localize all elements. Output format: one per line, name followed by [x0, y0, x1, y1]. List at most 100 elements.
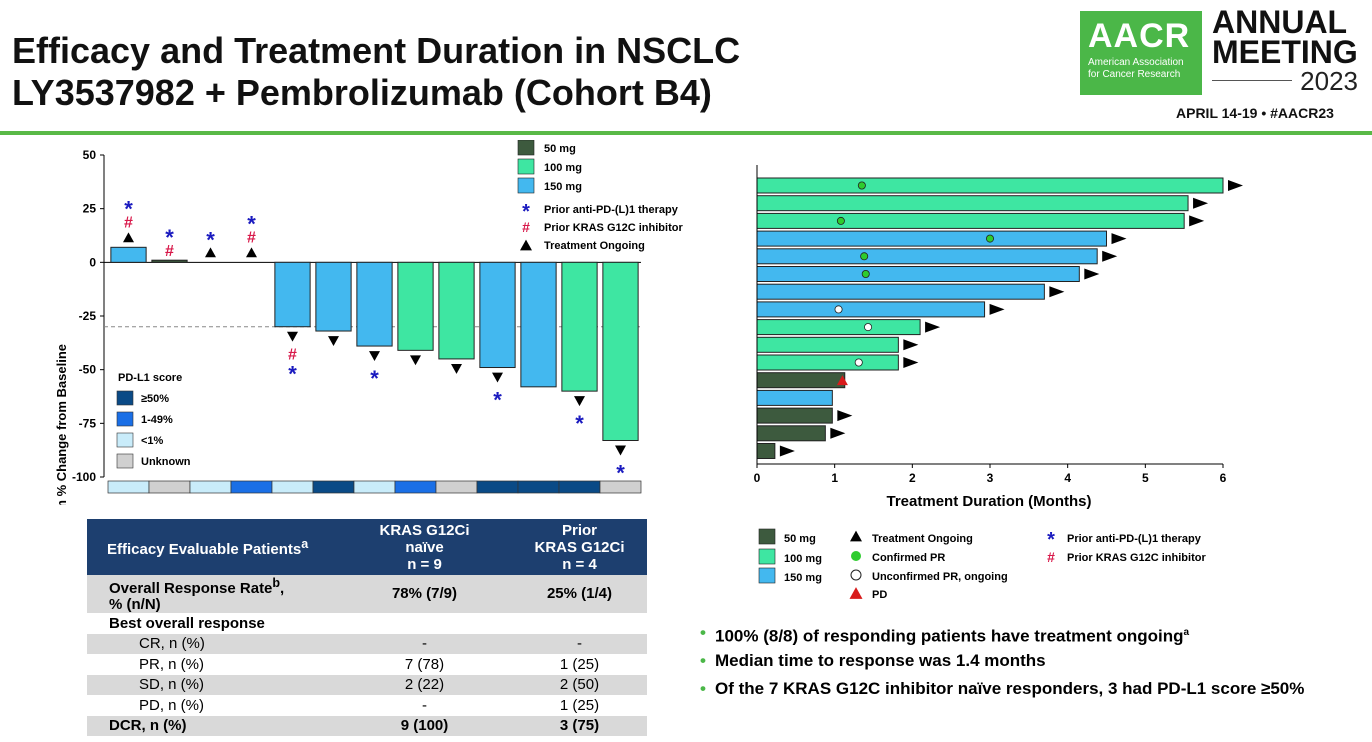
confirmed-pr-icon: [857, 181, 866, 190]
naive-header-line-1: KRAS G12Ci: [379, 521, 470, 539]
table-row-best-response: Best overall response: [87, 613, 647, 634]
aacr-subtitle: American Association for Cancer Research: [1088, 57, 1184, 81]
swimmer-bar: [756, 266, 1080, 282]
sd-label: SD, n (%): [87, 674, 337, 695]
treatment-ongoing-icon: [830, 427, 846, 439]
prior-anti-pd-icon: *: [616, 461, 625, 486]
treatment-ongoing-icon: [903, 357, 919, 368]
prior-anti-pd-icon: *: [288, 362, 297, 387]
swimmer-bars: [756, 177, 1243, 459]
table-header-naive: KRAS G12Ci naïve n = 9: [337, 519, 512, 575]
pdl1-strip-cell: [148, 480, 191, 494]
treatment-ongoing-icon: [205, 247, 216, 258]
treatment-ongoing-icon: [246, 247, 257, 258]
swimmer-legend-confirmed-icon: [851, 551, 861, 561]
treatment-ongoing-icon: [1049, 286, 1065, 298]
waterfall-legend: 50 mg 100 mg 150 mg * Prior anti-PD-(L)1 the…: [517, 140, 683, 252]
swimmer-x-axis-label: Treatment Duration (Months): [887, 493, 1092, 510]
swimmer-legend-label-pd: PD: [872, 589, 887, 600]
waterfall-bar: [602, 261, 639, 442]
prior-anti-pd-icon: *: [165, 225, 174, 250]
table-row-cr: CR, n (%) - -: [87, 633, 647, 654]
swimmer-legend-kras-icon: #: [1047, 549, 1055, 565]
swimmer-legend-swatch-dose_150: [758, 567, 776, 584]
pdl1-strip-cell: [107, 480, 150, 494]
treatment-ongoing-icon: [1189, 215, 1205, 227]
pr-prior: 1 (25): [559, 655, 600, 673]
waterfall-bars: [110, 246, 639, 442]
swimmer-tick-label: 4: [1064, 471, 1071, 485]
treatment-ongoing-icon: [287, 331, 298, 342]
swimmer-x-axis: 0 1 2 3 4 5 6: [754, 165, 1227, 485]
pdl1-strip-cell: [517, 480, 560, 494]
swimmer-tick-label: 1: [831, 471, 838, 485]
sd-naive: 2 (22): [337, 674, 512, 695]
confirmed-pr-icon: [861, 269, 870, 278]
naive-header-line-3: n = 9: [407, 555, 442, 573]
table-row-pd: PD, n (%) - 1 (25): [87, 695, 647, 716]
annual-label: ANNUAL: [1212, 4, 1348, 40]
table-row-pr: PR, n (%) 7 (78) 1 (25): [87, 654, 647, 675]
swimmer-bar: [756, 248, 1098, 265]
swimmer-tick-label: 5: [1142, 471, 1149, 485]
finding-2-text: Median time to response was 1.4 months: [715, 651, 1046, 670]
orr-naive: 78% (7/9): [337, 575, 512, 613]
unconfirmed-pr-icon: [854, 358, 863, 367]
pdl1-strip-cell: [271, 480, 314, 494]
prior-anti-pd-icon: *: [575, 411, 584, 436]
orr-label-line-2: % (n/N): [109, 596, 161, 613]
prior-header-line-1: Prior: [561, 521, 597, 539]
pdl1-strip-cell: [599, 480, 642, 494]
waterfall-tick-label: -100: [72, 470, 96, 484]
swimmer-legend-label-ongoing: Treatment Ongoing: [872, 533, 973, 545]
waterfall-tick-label: 0: [89, 255, 96, 269]
meeting-name: ANNUAL MEETING: [1212, 4, 1358, 68]
aacr-sub-line-2: for Cancer Research: [1088, 69, 1181, 80]
swimmer-legend-label-dose_150: 150 mg: [784, 572, 822, 584]
cr-prior: -: [512, 633, 647, 654]
swimmer-legend-label-unconfirmed: Unconfirmed PR, ongoing: [872, 571, 1008, 583]
legend-ongoing-icon: [520, 239, 532, 251]
waterfall-bar: [356, 261, 393, 347]
waterfall-bar: [110, 246, 147, 263]
unconfirmed-pr-icon: [834, 305, 843, 314]
table-header-patients: Efficacy Evaluable Patientsa: [87, 519, 337, 575]
swimmer-tick-label: 2: [909, 471, 916, 485]
prior-kras-icon: #: [165, 243, 174, 260]
legend-swatch-dose_150: [517, 177, 535, 194]
swimmer-legend-ongoing-icon: [850, 530, 862, 542]
treatment-ongoing-icon: [123, 232, 134, 243]
swimmer-bar: [756, 336, 899, 353]
swimmer-bar: [756, 443, 776, 459]
swimmer-chart: 0 1 2 3 4 5 6 Treatment Duration (Months) 50 m…: [754, 165, 1243, 600]
dcr-naive: 9 (100): [337, 715, 512, 736]
pd-icon: [836, 375, 848, 386]
year-divider: [1212, 80, 1292, 81]
prior-kras-icon: #: [288, 347, 297, 364]
waterfall-bar: [520, 261, 557, 388]
finding-2: • Median time to response was 1.4 months: [700, 650, 1304, 678]
pdl1-strip-cell: [189, 480, 232, 494]
title-line-1: Efficacy and Treatment Duration in NSCLC: [12, 30, 741, 71]
swimmer-legend-label-kras: Prior KRAS G12C inhibitor: [1067, 552, 1206, 564]
treatment-ongoing-icon: [328, 336, 339, 346]
swimmer-tick-label: 6: [1220, 471, 1227, 485]
cr-label: CR, n (%): [87, 633, 337, 654]
orr-label-suffix: ,: [280, 580, 285, 597]
pdl1-strip-cell: [230, 480, 273, 494]
confirmed-pr-icon: [860, 252, 869, 261]
legend-label-anti-pd: Prior anti-PD-(L)1 therapy: [544, 204, 679, 216]
legend-label-dose_100: 100 mg: [544, 162, 582, 174]
prior-anti-pd-icon: *: [124, 196, 133, 221]
bullet-icon: •: [700, 679, 706, 698]
pdl1-strip-cell: [435, 480, 478, 494]
efficacy-table: Efficacy Evaluable Patientsa KRAS G12Ci …: [87, 519, 647, 736]
swimmer-bar: [756, 319, 921, 336]
prior-header-line-2: KRAS G12Ci: [534, 538, 625, 556]
treatment-ongoing-icon: [410, 355, 421, 366]
swimmer-bar: [756, 230, 1107, 247]
legend-swatch-dose_100: [517, 158, 535, 175]
prior-kras-icon: #: [247, 229, 256, 246]
prior-anti-pd-icon: *: [370, 366, 379, 391]
